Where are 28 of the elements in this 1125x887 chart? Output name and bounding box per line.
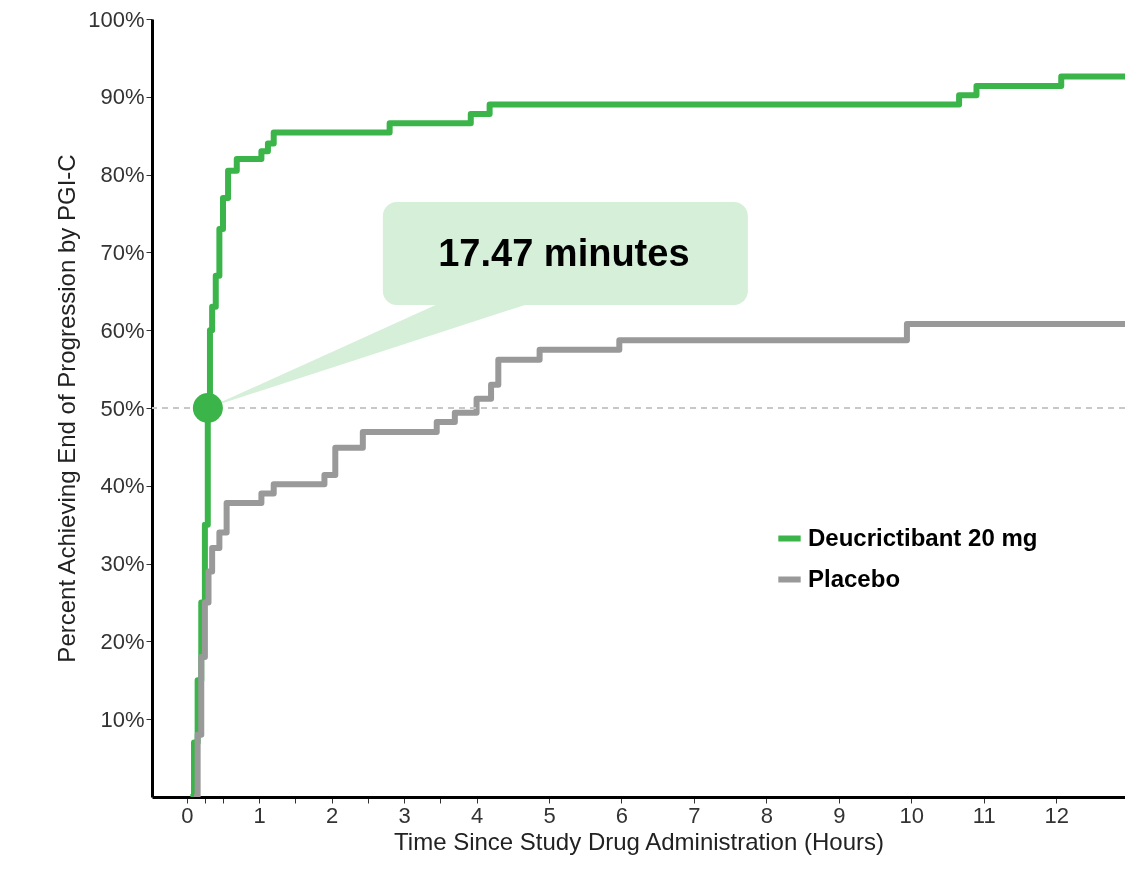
legend-label: Placebo [808,564,901,592]
x-tick-label: 0 [181,802,194,828]
x-tick-label: 6 [615,802,629,828]
x-tick-label: 1 [253,802,266,828]
y-tick-label: 60% [100,317,145,343]
y-tick-label: 30% [100,551,145,577]
y-tick-label: 80% [100,162,145,188]
x-tick-label: 9 [833,802,846,828]
x-tick-label: 2 [326,802,339,828]
y-tick-label: 20% [100,628,145,654]
y-tick-label: 70% [100,239,145,265]
x-tick-label: 4 [470,802,484,828]
x-tick-label: 11 [972,802,996,828]
x-tick-label: 5 [543,802,556,828]
x-tick-label: 7 [688,802,701,828]
y-axis-title: Percent Achieving End of Progression by PGI-C [53,154,81,663]
annotation: 17.47 minutes [438,232,690,274]
x-tick-label: 3 [398,802,411,828]
y-tick-label: 100% [88,6,145,32]
x-tick-label: 12 [1044,802,1069,828]
legend-label: Deucrictibant 20 mg [808,523,1038,551]
y-tick-label: 50% [100,395,145,421]
x-tick-label: 8 [760,802,773,828]
x-tick-label: 10 [899,802,925,828]
y-tick-label: 90% [100,84,145,110]
y-tick-label: 10% [100,706,145,732]
y-tick-label: 40% [100,473,145,499]
x-axis-title: Time Since Study Drug Administration (Hours) [394,827,884,855]
